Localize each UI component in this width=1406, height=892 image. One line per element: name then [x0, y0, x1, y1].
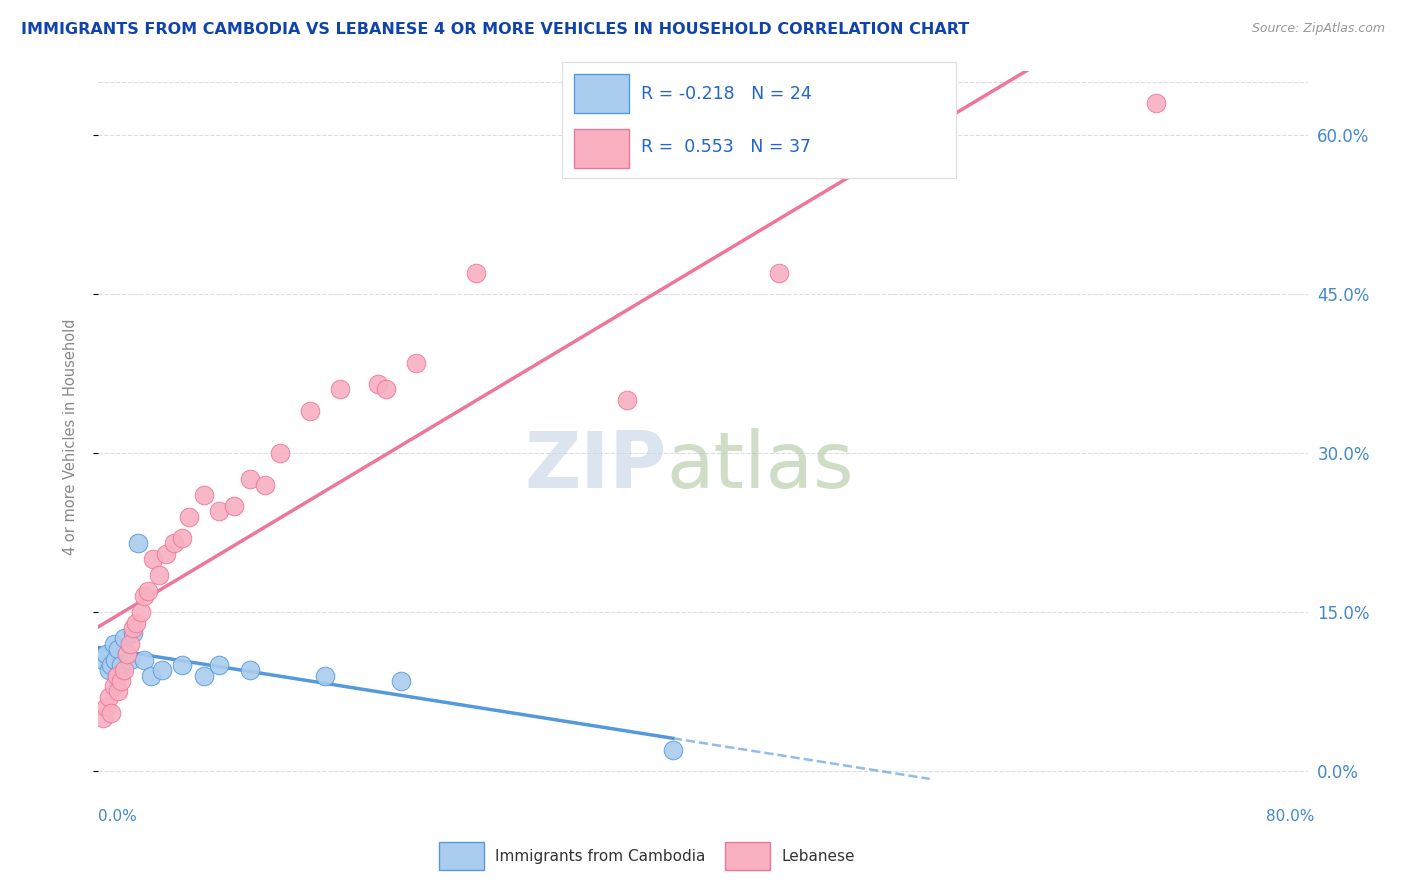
Text: Immigrants from Cambodia: Immigrants from Cambodia — [495, 849, 706, 863]
Point — [112, 632, 135, 646]
Point — [107, 642, 129, 657]
Point — [314, 668, 336, 682]
Point — [170, 531, 193, 545]
Point — [193, 668, 215, 682]
Point — [120, 637, 142, 651]
Point — [239, 663, 262, 677]
Text: R =  0.553   N = 37: R = 0.553 N = 37 — [641, 138, 811, 156]
Point — [208, 658, 231, 673]
Point — [299, 403, 322, 417]
Point — [91, 711, 114, 725]
Text: IMMIGRANTS FROM CAMBODIA VS LEBANESE 4 OR MORE VEHICLES IN HOUSEHOLD CORRELATION: IMMIGRANTS FROM CAMBODIA VS LEBANESE 4 O… — [21, 22, 969, 37]
Point — [405, 356, 427, 370]
Point — [1146, 96, 1168, 111]
Text: Source: ZipAtlas.com: Source: ZipAtlas.com — [1251, 22, 1385, 36]
Point — [208, 504, 231, 518]
Point — [110, 673, 132, 688]
Point — [115, 648, 138, 662]
Point — [239, 473, 262, 487]
Point — [163, 536, 186, 550]
Y-axis label: 4 or more Vehicles in Household: 4 or more Vehicles in Household — [63, 318, 77, 556]
Point — [103, 679, 125, 693]
Point — [104, 653, 127, 667]
Point — [94, 648, 117, 662]
Point — [132, 653, 155, 667]
Point — [269, 446, 291, 460]
Point — [112, 663, 135, 677]
Point — [105, 668, 128, 682]
Text: atlas: atlas — [666, 428, 855, 504]
Point — [122, 621, 145, 635]
Point — [155, 547, 177, 561]
FancyBboxPatch shape — [439, 842, 484, 871]
FancyBboxPatch shape — [725, 842, 770, 871]
Point — [374, 383, 396, 397]
Point — [107, 684, 129, 698]
Point — [98, 690, 121, 704]
Text: R = -0.218   N = 24: R = -0.218 N = 24 — [641, 85, 811, 103]
Point — [253, 477, 276, 491]
FancyBboxPatch shape — [574, 74, 630, 113]
Text: 0.0%: 0.0% — [98, 809, 138, 823]
Text: ZIP: ZIP — [524, 428, 666, 504]
Point — [120, 653, 142, 667]
Point — [150, 663, 173, 677]
Point — [98, 663, 121, 677]
Point — [129, 605, 152, 619]
Point — [768, 266, 790, 280]
Point — [125, 615, 148, 630]
Point — [142, 552, 165, 566]
Point — [367, 377, 389, 392]
Point — [110, 658, 132, 673]
Point — [141, 668, 163, 682]
Point — [224, 499, 246, 513]
Point — [465, 266, 488, 280]
Text: Lebanese: Lebanese — [782, 849, 855, 863]
Point — [661, 743, 683, 757]
Point — [132, 589, 155, 603]
Text: 80.0%: 80.0% — [1267, 809, 1315, 823]
Point — [136, 583, 159, 598]
Point — [193, 488, 215, 502]
Point — [127, 536, 149, 550]
Point — [105, 668, 128, 682]
Point — [170, 658, 193, 673]
Point — [616, 392, 638, 407]
Point — [100, 658, 122, 673]
Point — [179, 509, 201, 524]
Point — [100, 706, 122, 720]
FancyBboxPatch shape — [574, 128, 630, 168]
Point — [94, 700, 117, 714]
Point — [115, 648, 138, 662]
Point — [329, 383, 352, 397]
Point — [103, 637, 125, 651]
Point — [91, 653, 114, 667]
Point — [122, 626, 145, 640]
Point — [389, 673, 412, 688]
Point — [148, 567, 170, 582]
